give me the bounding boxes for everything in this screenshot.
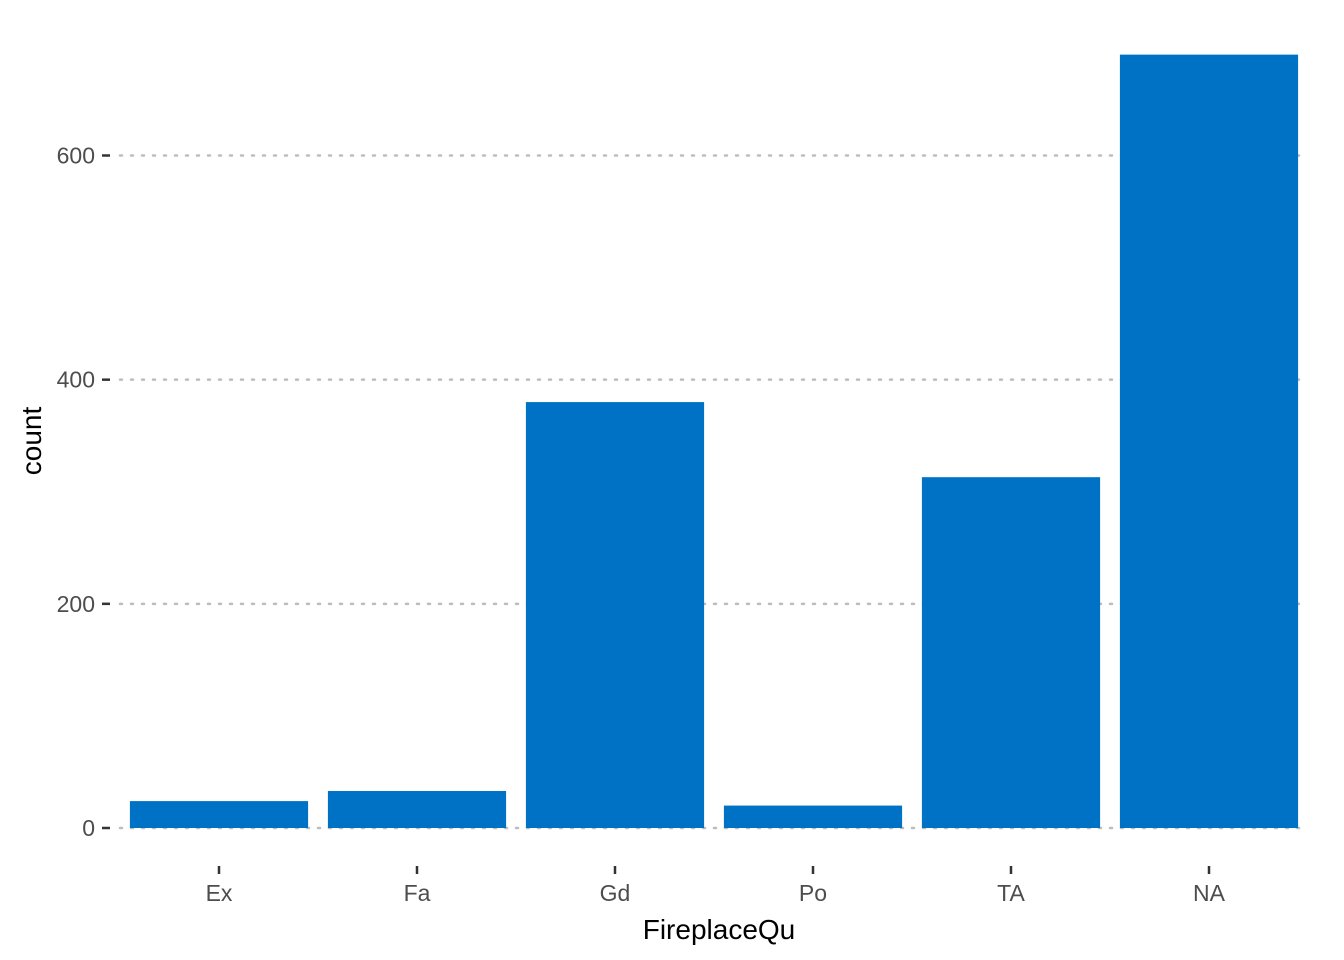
bar-fa xyxy=(327,791,507,828)
x-tick-label-ex: Ex xyxy=(206,880,233,906)
bars xyxy=(129,54,1299,828)
y-tick-label: 0 xyxy=(82,815,95,841)
x-axis-title: FireplaceQu xyxy=(643,914,796,945)
bar-po xyxy=(723,805,903,828)
y-tick-label: 400 xyxy=(57,367,95,393)
bar-ta xyxy=(921,477,1101,828)
bar-ex xyxy=(129,801,309,828)
y-axis: 0 200 400 600 xyxy=(57,143,110,841)
gridlines xyxy=(118,154,1310,830)
x-tick-label-ta: TA xyxy=(997,880,1025,906)
x-tick-label-na: NA xyxy=(1193,880,1226,906)
x-tick-label-po: Po xyxy=(799,880,827,906)
bar-na xyxy=(1119,54,1299,828)
y-tick-label: 200 xyxy=(57,591,95,617)
x-tick-label-gd: Gd xyxy=(600,880,631,906)
bar-gd xyxy=(525,402,705,828)
y-axis-title: count xyxy=(16,407,47,476)
x-axis: Ex Fa Gd Po TA NA xyxy=(206,866,1226,906)
y-tick-label: 600 xyxy=(57,143,95,169)
x-tick-label-fa: Fa xyxy=(404,880,431,906)
